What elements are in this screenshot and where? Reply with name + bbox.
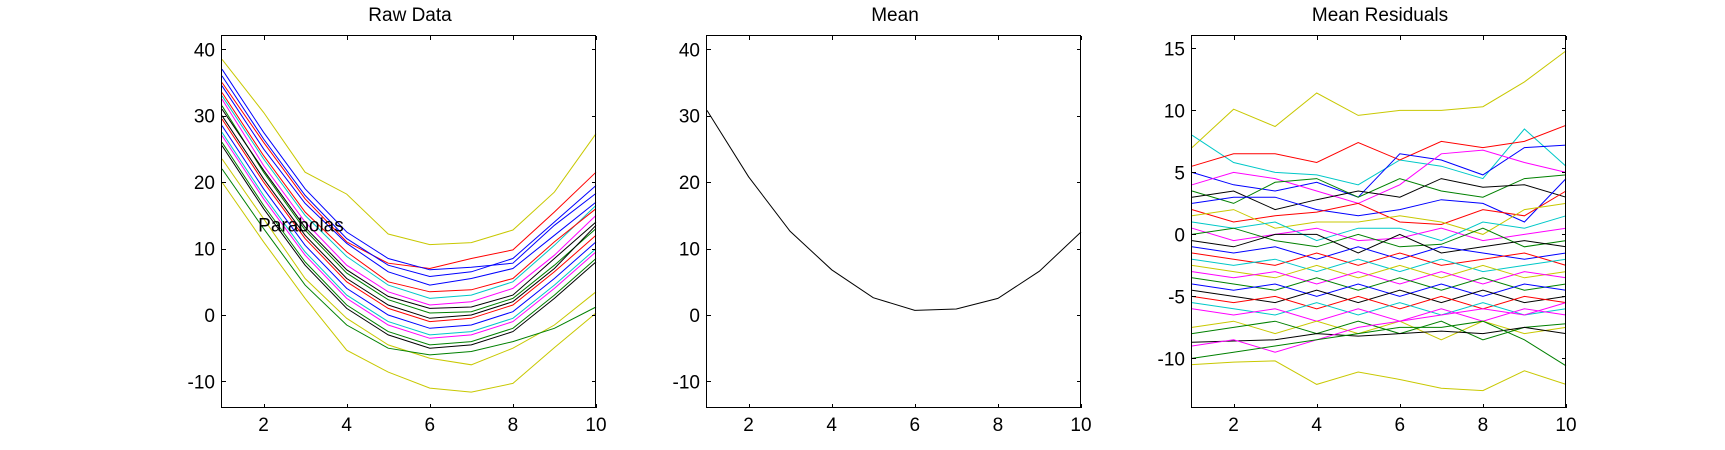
series-line (221, 95, 597, 299)
series-line (221, 98, 597, 306)
y-tick-label: 30 (679, 107, 700, 128)
series-line (221, 108, 597, 309)
series-line (1191, 227, 1567, 248)
x-tick-label: 10 (1555, 415, 1576, 436)
series-line (1191, 233, 1567, 254)
series-line (221, 115, 597, 319)
ticks-layer: 2 4 6 8 10 -10 0 10 20 30 40 (673, 36, 1092, 436)
series-line (221, 142, 597, 346)
x-tick-label: 4 (341, 415, 352, 436)
series-line (1191, 50, 1567, 148)
series-line (221, 82, 597, 270)
series-line (1191, 326, 1567, 343)
x-tick-label: 2 (258, 415, 269, 436)
x-tick-label: 6 (1394, 415, 1405, 436)
y-tick-label: -10 (188, 372, 215, 393)
y-tick-label: 10 (194, 240, 215, 261)
y-tick-label: 30 (194, 107, 215, 128)
series-line (221, 105, 597, 314)
series-line (221, 132, 597, 336)
x-tick-label: 6 (909, 415, 920, 436)
series-line (1191, 215, 1567, 242)
y-tick-label: 0 (689, 306, 700, 327)
x-tick-label: 6 (424, 415, 435, 436)
series-line (221, 125, 597, 329)
series-line (1191, 178, 1567, 211)
series-line (221, 145, 597, 349)
y-tick-label: 15 (1164, 39, 1185, 60)
series-line (1191, 124, 1567, 167)
axes-frame (221, 35, 596, 408)
series-line (221, 68, 597, 271)
series-line (221, 75, 597, 278)
series-line (221, 168, 597, 356)
series-line (1191, 202, 1567, 235)
panel-title: Mean (871, 5, 919, 26)
x-tick-label: 2 (743, 415, 754, 436)
series-line (221, 58, 597, 246)
panel-mean: Mean 2 4 6 8 10 -10 0 10 20 30 40 (673, 5, 1092, 436)
series-line (1191, 271, 1567, 285)
panel-title: Raw Data (368, 5, 452, 26)
y-tick-label: 0 (1174, 225, 1185, 246)
series-line (1191, 295, 1567, 310)
series-line (221, 181, 597, 393)
series-line (1191, 128, 1567, 186)
panel-raw-data: Raw Data Parabolas 2 4 6 8 10 -10 0 10 20 30 40 (188, 5, 607, 436)
ticks-layer: 2 4 6 8 10 -10 -5 0 5 10 15 (1158, 36, 1577, 436)
y-tick-label: 20 (194, 173, 215, 194)
panel-mean-residuals: Mean Residuals 2 4 6 8 10 -10 -5 0 5 10 15 (1158, 5, 1577, 436)
y-tick-label: 10 (679, 240, 700, 261)
series-line (1191, 174, 1567, 204)
x-tick-label: 8 (993, 415, 1004, 436)
x-tick-label: 8 (508, 415, 519, 436)
series-layer (1191, 50, 1567, 392)
y-tick-label: 20 (679, 173, 700, 194)
x-tick-label: 2 (1228, 415, 1239, 436)
series-line (1191, 258, 1567, 273)
x-tick-label: 4 (826, 415, 837, 436)
series-line (1191, 144, 1567, 198)
series-line (221, 85, 597, 286)
series-line (1191, 308, 1567, 322)
y-tick-label: -10 (673, 372, 700, 393)
series-line (1191, 302, 1567, 353)
series-line (221, 135, 597, 339)
series-line (706, 110, 1082, 311)
y-tick-label: -5 (1168, 287, 1185, 308)
series-line (1191, 360, 1567, 392)
y-tick-label: 10 (1164, 101, 1185, 122)
panel-title: Mean Residuals (1312, 5, 1448, 26)
x-tick-label: 10 (585, 415, 606, 436)
series-line (1191, 227, 1567, 242)
series-line (1191, 320, 1567, 367)
y-tick-label: 40 (194, 40, 215, 61)
annotation-label: Parabolas (258, 215, 344, 236)
series-line (1191, 283, 1567, 297)
series-line (1191, 246, 1567, 260)
x-tick-label: 8 (1478, 415, 1489, 436)
x-tick-label: 10 (1070, 415, 1091, 436)
series-line (1191, 149, 1567, 204)
series-layer (221, 58, 597, 393)
y-tick-label: 40 (679, 40, 700, 61)
axes-frame (706, 35, 1081, 408)
y-tick-label: 5 (1174, 163, 1185, 184)
y-tick-label: -10 (1158, 349, 1185, 370)
axes-frame (1191, 35, 1566, 408)
series-line (1191, 320, 1567, 341)
series-layer (706, 110, 1082, 311)
y-tick-label: 0 (204, 306, 215, 327)
x-tick-label: 4 (1311, 415, 1322, 436)
series-line (221, 118, 597, 323)
ticks-layer: 2 4 6 8 10 -10 0 10 20 30 40 (188, 36, 607, 436)
series-line (221, 92, 597, 293)
